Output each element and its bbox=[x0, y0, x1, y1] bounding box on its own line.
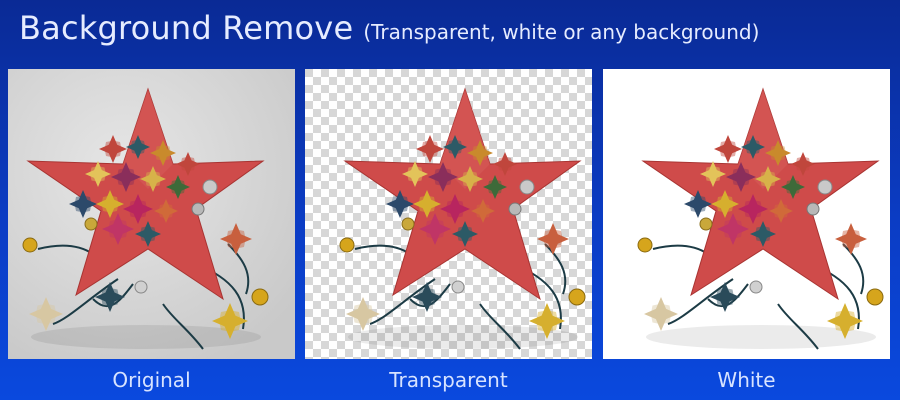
title-main: Background Remove bbox=[19, 9, 354, 47]
title-subtitle: (Transparent, white or any background) bbox=[363, 20, 760, 44]
original-image bbox=[8, 69, 295, 359]
white-image bbox=[603, 69, 890, 359]
page-title: Background Remove (Transparent, white or … bbox=[19, 9, 879, 53]
panel-transparent bbox=[305, 69, 592, 359]
panel-white bbox=[603, 69, 890, 359]
caption-transparent: Transparent bbox=[389, 368, 508, 392]
caption-white: White bbox=[717, 368, 776, 392]
panel-original bbox=[8, 69, 295, 359]
caption-original: Original bbox=[112, 368, 191, 392]
transparent-image bbox=[305, 69, 592, 359]
